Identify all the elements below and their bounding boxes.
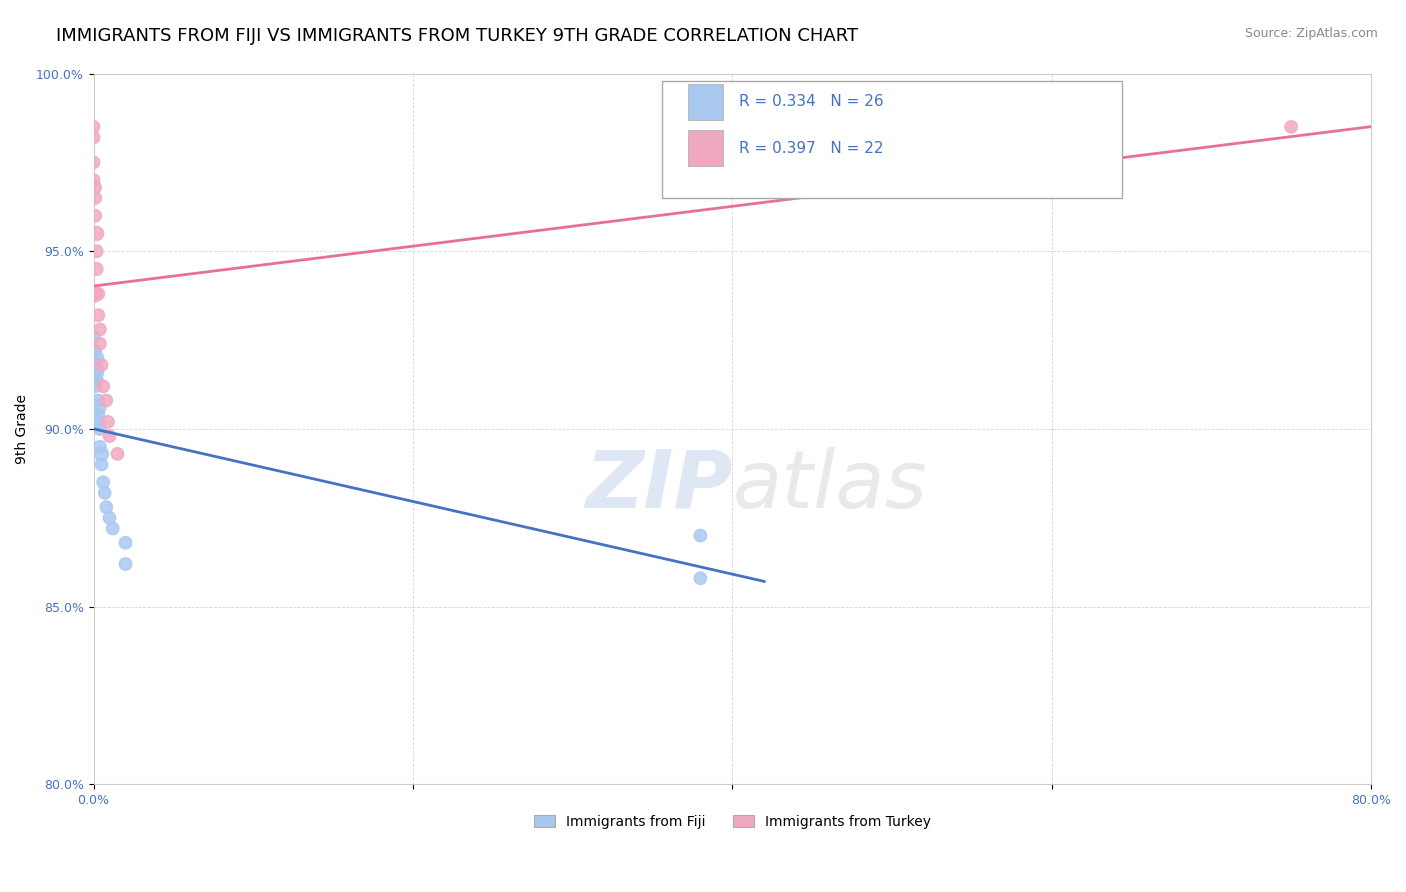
Point bbox=[84, 191, 107, 205]
Point bbox=[86, 365, 108, 379]
Point bbox=[89, 336, 111, 351]
Point bbox=[83, 351, 105, 365]
Point bbox=[98, 511, 121, 525]
Point bbox=[87, 408, 110, 422]
Point bbox=[89, 322, 111, 336]
Point bbox=[83, 120, 105, 134]
Legend: Immigrants from Fiji, Immigrants from Turkey: Immigrants from Fiji, Immigrants from Tu… bbox=[529, 809, 936, 834]
FancyBboxPatch shape bbox=[688, 84, 723, 120]
Text: IMMIGRANTS FROM FIJI VS IMMIGRANTS FROM TURKEY 9TH GRADE CORRELATION CHART: IMMIGRANTS FROM FIJI VS IMMIGRANTS FROM … bbox=[56, 27, 859, 45]
Point bbox=[1279, 120, 1302, 134]
Point bbox=[84, 180, 107, 194]
Text: atlas: atlas bbox=[733, 447, 927, 524]
Point bbox=[91, 379, 114, 393]
Point bbox=[96, 393, 118, 408]
Point bbox=[89, 422, 111, 436]
Point bbox=[87, 286, 110, 301]
Point bbox=[87, 415, 110, 429]
FancyBboxPatch shape bbox=[688, 130, 723, 166]
Point bbox=[86, 262, 108, 277]
Point bbox=[83, 130, 105, 145]
Point bbox=[97, 415, 120, 429]
Point bbox=[89, 440, 111, 454]
Point bbox=[107, 447, 129, 461]
Point bbox=[87, 308, 110, 322]
Point bbox=[83, 173, 105, 187]
Point bbox=[114, 535, 136, 549]
Point bbox=[98, 429, 121, 443]
Point bbox=[84, 358, 107, 372]
Point bbox=[86, 372, 108, 386]
Point bbox=[689, 571, 711, 585]
Point bbox=[84, 379, 107, 393]
Point bbox=[87, 401, 110, 415]
Text: ZIP: ZIP bbox=[585, 447, 733, 524]
Text: Source: ZipAtlas.com: Source: ZipAtlas.com bbox=[1244, 27, 1378, 40]
Point bbox=[101, 521, 124, 535]
Text: R = 0.397   N = 22: R = 0.397 N = 22 bbox=[738, 141, 883, 156]
Y-axis label: 9th Grade: 9th Grade bbox=[15, 394, 30, 464]
FancyBboxPatch shape bbox=[662, 80, 1122, 198]
Point bbox=[96, 500, 118, 515]
Point bbox=[83, 286, 105, 301]
Point bbox=[83, 329, 105, 343]
Point bbox=[84, 343, 107, 358]
Point bbox=[90, 447, 112, 461]
Point bbox=[86, 227, 108, 241]
Point bbox=[87, 393, 110, 408]
Point bbox=[93, 486, 115, 500]
Point bbox=[84, 209, 107, 223]
Point bbox=[91, 475, 114, 490]
Point bbox=[114, 557, 136, 571]
Point bbox=[90, 458, 112, 472]
Point bbox=[689, 528, 711, 542]
Text: R = 0.334   N = 26: R = 0.334 N = 26 bbox=[738, 95, 883, 110]
Point bbox=[84, 368, 107, 383]
Point bbox=[83, 155, 105, 169]
Point bbox=[86, 351, 108, 365]
Point bbox=[90, 358, 112, 372]
Point bbox=[86, 244, 108, 259]
